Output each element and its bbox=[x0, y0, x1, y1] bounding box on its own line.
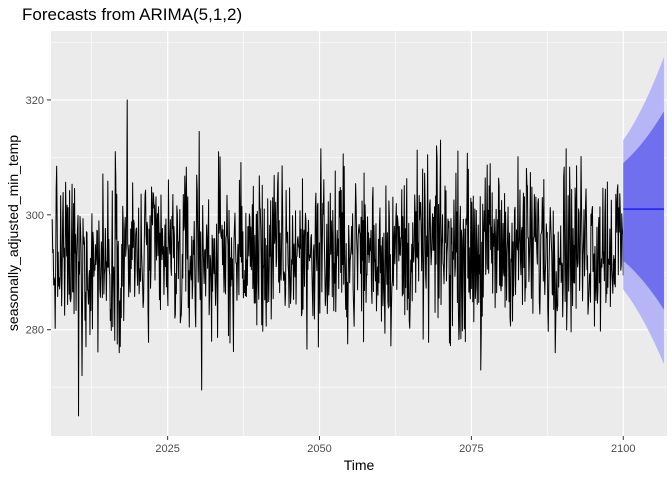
series-line-observed bbox=[51, 99, 624, 417]
y-tick-label: 300 bbox=[26, 210, 44, 222]
x-axis-ticks: 2025 2050 2075 2100 bbox=[155, 436, 636, 455]
forecast-group bbox=[623, 56, 664, 365]
series-observed bbox=[51, 99, 624, 417]
x-tick-label: 2050 bbox=[307, 443, 331, 455]
y-axis-ticks: 280 300 320 bbox=[26, 95, 51, 337]
y-tick-label: 320 bbox=[26, 95, 44, 107]
y-axis-label: seasonally_adjusted_min_temp bbox=[5, 135, 21, 331]
x-axis-label: Time bbox=[344, 457, 375, 473]
y-tick-label: 280 bbox=[26, 325, 44, 337]
x-tick-label: 2025 bbox=[155, 443, 179, 455]
forecast-interval-80 bbox=[623, 111, 664, 310]
chart-title: Forecasts from ARIMA(5,1,2) bbox=[22, 5, 242, 24]
x-tick-label: 2100 bbox=[611, 443, 635, 455]
x-tick-label: 2075 bbox=[459, 443, 483, 455]
